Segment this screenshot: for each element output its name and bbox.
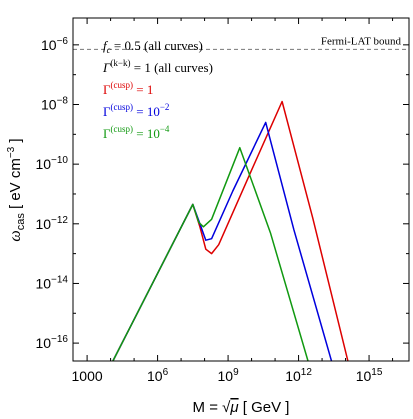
series-line-1 (112, 121, 333, 361)
y-tick-label: 10−14 (35, 274, 68, 291)
x-tick-label: 109 (218, 367, 240, 384)
y-tick-label: 10−6 (41, 36, 68, 53)
legend-series-1: Γ(cusp) = 10−2 (103, 102, 169, 119)
y-tick-label: 10−12 (35, 215, 68, 232)
x-tick-label: 106 (147, 367, 169, 384)
legend-common-0: fc = 0.5 (all curves) (103, 38, 203, 55)
tick-labels: 1000 106 109 1012 1015 10−6 10−8 10−10 10−12 10−1… (35, 36, 382, 384)
x-axis-title: M = √μ [ GeV ] (193, 399, 290, 416)
legend: fc = 0.5 (all curves) Γ(k−k) = 1 (all cur… (102, 38, 213, 141)
series-group (112, 100, 349, 361)
fermi-lat-bound-label: Fermi-LAT bound (321, 35, 402, 47)
plot-frame (72, 17, 410, 362)
axis-ticks (73, 18, 409, 361)
y-tick-label: 10−10 (35, 155, 68, 172)
y-axis-title: ωcas [ eV cm−3 ] (6, 138, 27, 241)
legend-series-2: Γ(cusp) = 10−4 (103, 124, 170, 141)
series-line-2 (112, 146, 309, 361)
x-tick-label: 1000 (72, 368, 103, 384)
y-tick-label: 10−16 (35, 334, 68, 351)
x-tick-label: 1015 (356, 367, 383, 384)
legend-common-1: Γ(k−k) = 1 (all curves) (102, 58, 213, 75)
x-tick-label: 1012 (285, 367, 312, 384)
legend-series-0: Γ(cusp) = 1 (103, 80, 153, 97)
y-tick-label: 10−8 (41, 95, 68, 112)
